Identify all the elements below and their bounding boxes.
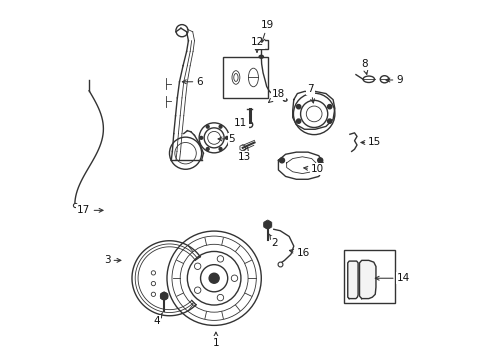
Text: 15: 15 xyxy=(360,138,381,148)
Circle shape xyxy=(264,221,271,228)
Polygon shape xyxy=(347,261,357,298)
Text: 16: 16 xyxy=(289,248,309,258)
Text: 14: 14 xyxy=(374,273,409,283)
Text: 13: 13 xyxy=(237,147,251,162)
Circle shape xyxy=(327,119,331,123)
Circle shape xyxy=(200,136,203,139)
Text: 3: 3 xyxy=(103,255,121,265)
Text: 1: 1 xyxy=(212,332,219,347)
Circle shape xyxy=(317,158,322,163)
Circle shape xyxy=(206,125,209,128)
Circle shape xyxy=(279,158,284,163)
Circle shape xyxy=(296,104,300,109)
Bar xyxy=(254,40,267,49)
Circle shape xyxy=(219,125,222,128)
Circle shape xyxy=(206,148,209,150)
Bar xyxy=(223,57,267,98)
Circle shape xyxy=(327,104,331,109)
Text: 6: 6 xyxy=(182,77,203,87)
Text: 5: 5 xyxy=(218,134,235,144)
Polygon shape xyxy=(359,260,375,298)
Text: 9: 9 xyxy=(385,75,403,85)
Circle shape xyxy=(225,136,228,139)
Text: 11: 11 xyxy=(234,118,248,128)
Text: 17: 17 xyxy=(77,205,103,215)
Text: 8: 8 xyxy=(360,59,367,75)
Text: 4: 4 xyxy=(153,313,162,326)
Circle shape xyxy=(160,293,167,300)
Bar xyxy=(343,250,394,303)
Text: 12: 12 xyxy=(250,37,263,52)
Circle shape xyxy=(219,148,222,150)
Text: 10: 10 xyxy=(303,164,324,174)
Circle shape xyxy=(296,119,300,123)
Text: 19: 19 xyxy=(261,19,274,42)
Text: 7: 7 xyxy=(306,84,314,103)
Text: 18: 18 xyxy=(268,89,285,103)
Circle shape xyxy=(209,273,219,283)
Text: 2: 2 xyxy=(269,234,278,248)
